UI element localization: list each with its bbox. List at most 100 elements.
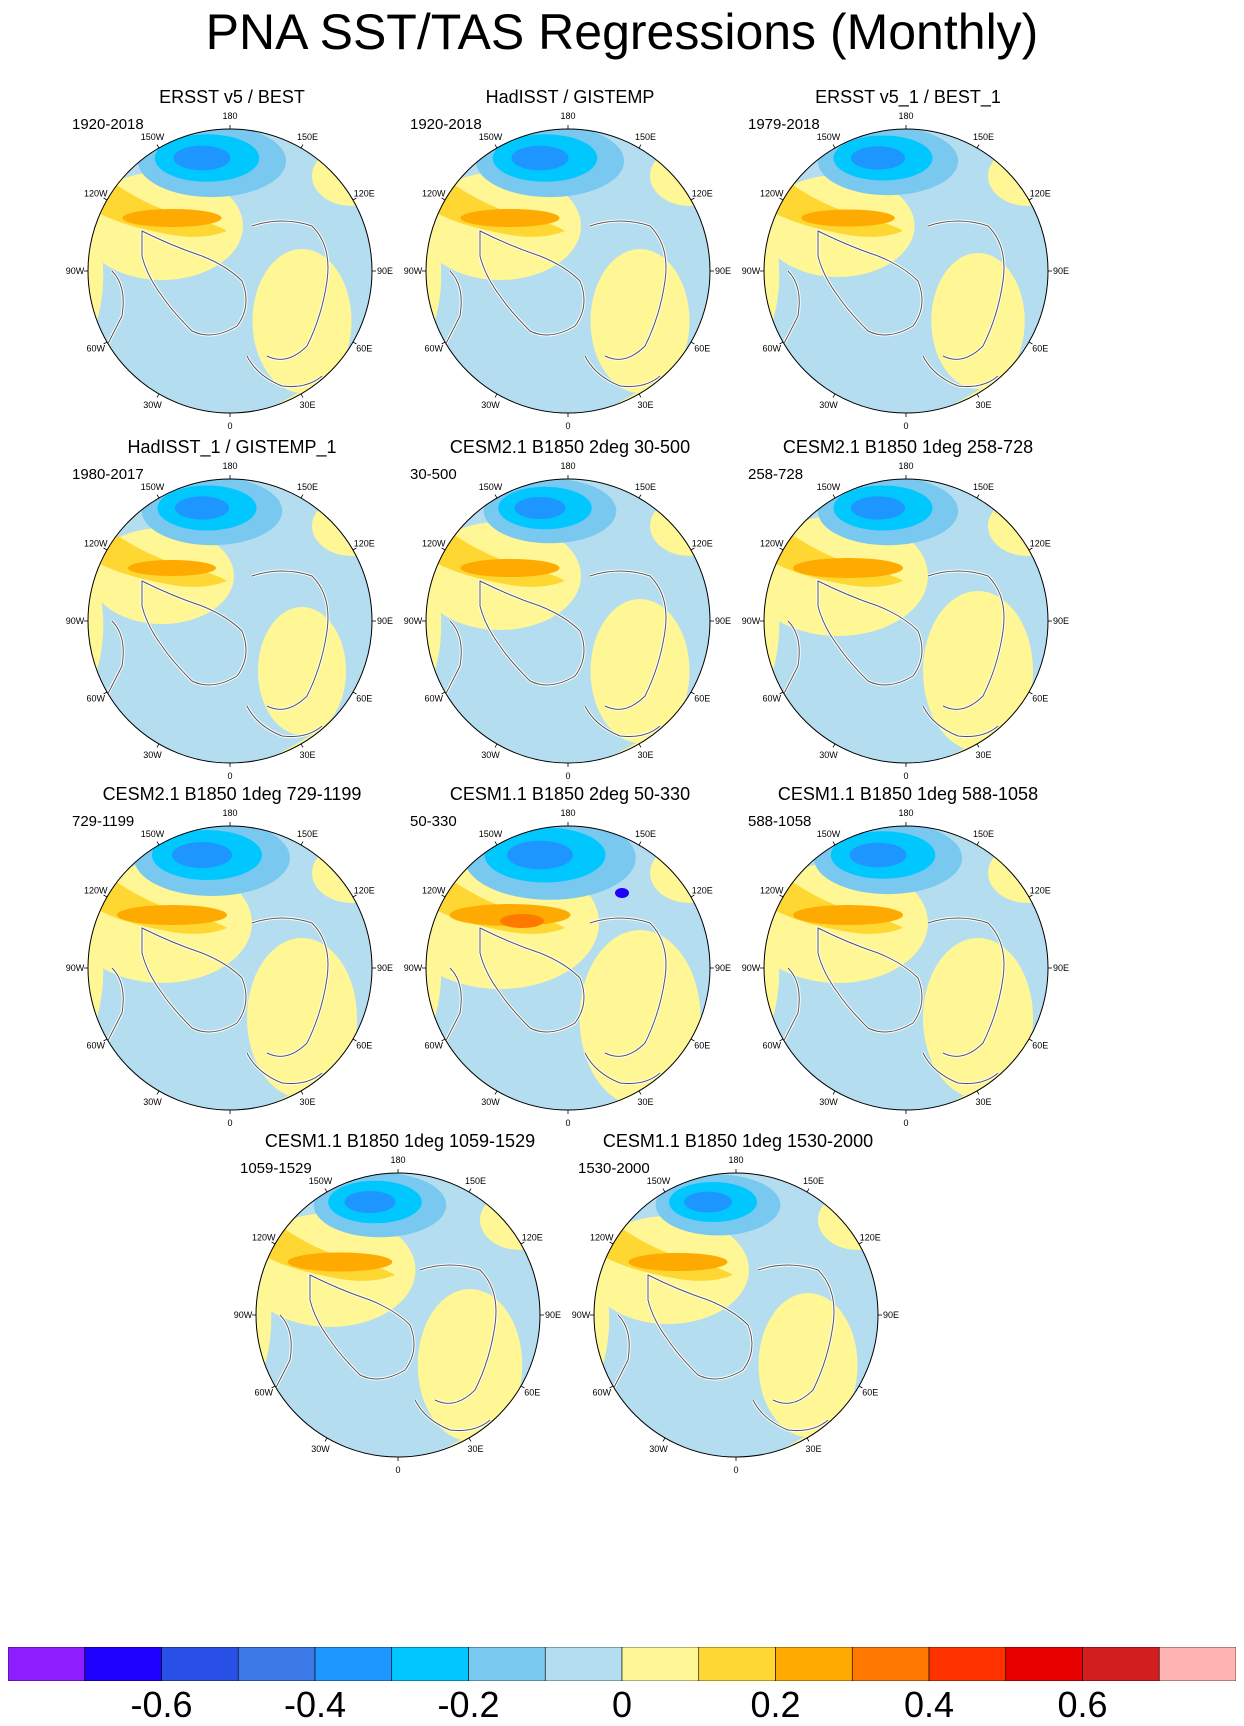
longitude-tick [832, 393, 836, 398]
positive-region [923, 591, 1033, 751]
colorbar-swatch [544, 1647, 623, 1681]
colorbar-swatch [698, 1647, 776, 1681]
colorbar-swatch [237, 1647, 316, 1681]
longitude-label: 30E [299, 1097, 315, 1107]
warm-core [122, 209, 222, 227]
panel-period: 30-500 [410, 466, 457, 483]
panel-period: 1920-2018 [410, 116, 482, 133]
warm-core [460, 209, 560, 227]
longitude-label: 30W [143, 1097, 162, 1107]
longitude-label: 0 [903, 421, 908, 431]
longitude-tick [441, 894, 446, 898]
coastline [757, 1264, 835, 1404]
longitude-label: 150E [297, 132, 318, 142]
panel-period: 1530-2000 [578, 1160, 650, 1177]
longitude-label: 30W [649, 1444, 668, 1454]
map-panel: CESM1.1 B1850 1deg 588-1058 588-1058 180 15… [728, 783, 1088, 1163]
longitude-tick [352, 691, 357, 695]
longitude-label: 120W [84, 539, 108, 549]
map-panel: CESM2.1 B1850 1deg 258-728 258-728 180 150E… [728, 436, 1088, 816]
positive-region [988, 843, 1048, 903]
longitude-label: 60W [425, 694, 444, 704]
longitude-label: 30E [805, 1444, 821, 1454]
coastline [817, 230, 923, 336]
longitude-tick [662, 1188, 666, 1193]
longitude-label: 120W [590, 1233, 614, 1243]
longitude-label: 120E [354, 539, 375, 549]
longitude-label: 60E [356, 1041, 372, 1051]
positive-region [923, 938, 1033, 1098]
longitude-label: 90W [66, 963, 85, 973]
longitude-tick [690, 691, 695, 695]
coastline [441, 270, 462, 352]
longitude-label: 60E [356, 344, 372, 354]
coastline [103, 967, 124, 1049]
map-panel: CESM1.1 B1850 1deg 1059-1529 1059-1529 180… [220, 1130, 580, 1510]
longitude-tick [832, 1090, 836, 1095]
longitude-tick [976, 393, 980, 398]
warm-core [793, 558, 903, 578]
coastline [251, 220, 329, 360]
longitude-tick [271, 1241, 276, 1245]
panel-period: 588-1058 [748, 813, 812, 830]
coastline [752, 1399, 829, 1431]
longitude-label: 60E [356, 694, 372, 704]
contour-field [426, 129, 710, 413]
longitude-label: 90E [545, 1310, 561, 1320]
longitude-tick [441, 1038, 446, 1042]
warm-core [801, 209, 895, 227]
panel-title: HadISST_1 / GISTEMP_1 [127, 437, 337, 457]
coastline [309, 1274, 415, 1380]
longitude-label: 60E [694, 694, 710, 704]
panel-period: 1980-2017 [72, 466, 144, 483]
longitude-tick [300, 494, 304, 499]
panel-period: 729-1199 [72, 813, 135, 830]
coastline [246, 705, 323, 737]
longitude-label: 150E [297, 829, 318, 839]
longitude-tick [609, 1385, 614, 1389]
longitude-tick [638, 494, 642, 499]
longitude-tick [494, 841, 498, 846]
positive-region [312, 146, 372, 206]
polar-map: 180 150E 120E 90E 60E 30E 0 30W 60W 90W 120W 150W [66, 111, 393, 431]
colorbar-tick-label: 0.6 [1057, 1684, 1108, 1725]
longitude-label: 60E [862, 1388, 878, 1398]
longitude-tick [690, 547, 695, 551]
map-panel: CESM2.1 B1850 2deg 30-500 30-500 180 150E 12… [390, 436, 750, 816]
contour-field [88, 826, 372, 1110]
longitude-label: 90E [377, 616, 393, 626]
longitude-label: 180 [898, 461, 913, 471]
warm-core [500, 914, 544, 928]
colorbar-swatch [1158, 1647, 1236, 1681]
figure-title: PNA SST/TAS Regressions (Monthly) [205, 4, 1039, 60]
longitude-label: 30W [143, 400, 162, 410]
cold-core [173, 145, 231, 171]
longitude-label: 150E [635, 829, 656, 839]
longitude-label: 120W [422, 886, 446, 896]
longitude-label: 180 [898, 111, 913, 121]
longitude-tick [638, 144, 642, 149]
longitude-label: 90E [1053, 266, 1069, 276]
longitude-label: 30E [637, 750, 653, 760]
longitude-tick [832, 144, 836, 149]
colorbar-labels: -0.6 -0.4 -0.2 0 0.2 0.4 0.6 [0, 1686, 1244, 1726]
positive-region [247, 938, 357, 1098]
longitude-tick [156, 144, 160, 149]
polar-map: 180 150E 120E 90E 60E 30E 0 30W 60W 90W 120W 150W [742, 808, 1069, 1128]
contour-field [88, 479, 372, 763]
panel-period: 258-728 [748, 466, 804, 483]
coastline [927, 917, 1005, 1057]
longitude-label: 60E [694, 1041, 710, 1051]
longitude-label: 30E [637, 1097, 653, 1107]
longitude-tick [103, 1038, 108, 1042]
warm-core [117, 905, 227, 925]
longitude-label: 180 [222, 808, 237, 818]
longitude-label: 120E [1030, 539, 1051, 549]
coastline [779, 967, 800, 1049]
longitude-label: 0 [227, 421, 232, 431]
longitude-label: 150E [635, 482, 656, 492]
map-panel: CESM2.1 B1850 1deg 729-1199 729-1199 180 15… [52, 783, 412, 1163]
coastline [584, 355, 661, 387]
longitude-tick [779, 1038, 784, 1042]
longitude-tick [520, 1385, 525, 1389]
